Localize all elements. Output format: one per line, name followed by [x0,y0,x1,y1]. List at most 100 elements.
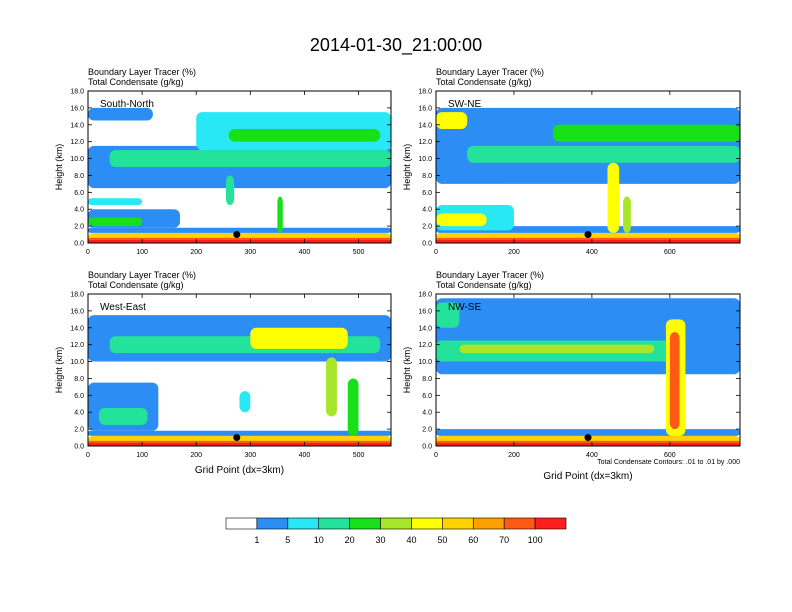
y-axis-label: Height (km) [54,144,64,191]
contour-note: Total Condensate Contours: .01 to .01 by… [597,459,740,466]
x-tick-label: 0 [86,249,90,256]
colorbar-cell [534,517,567,530]
y-axis-label: Height (km) [54,347,64,394]
tracer-cell [88,198,143,205]
y-tick-label: 2.0 [74,224,84,231]
y-tick-label: 16.0 [418,308,432,315]
tracer-cell [467,145,740,163]
x-tick-label: 200 [508,249,520,256]
x-tick-label: 400 [586,452,598,459]
tracer-cell [109,150,391,167]
surface-band [436,443,740,446]
surface-band [436,240,740,243]
y-tick-label: 4.0 [422,207,432,214]
y-tick-label: 6.0 [74,190,84,197]
panel-1: Boundary Layer Tracer (%)Total Condensat… [402,67,741,256]
y-tick-label: 12.0 [418,342,432,349]
tracer-cell [459,344,655,354]
panel-title-line1: Boundary Layer Tracer (%) [88,67,196,77]
y-tick-label: 0.0 [422,444,432,451]
colorbar-label: 100 [528,535,543,545]
colorbar-cell [442,517,474,530]
tracer-cell [98,408,148,425]
x-tick-label: 0 [434,249,438,256]
y-tick-label: 0.0 [74,444,84,451]
tracer-cell [607,162,620,233]
panel-title-line1: Boundary Layer Tracer (%) [88,270,196,280]
x-tick-label: 200 [508,452,520,459]
tracer-cell [88,430,391,436]
x-tick-label: 100 [136,452,148,459]
y-tick-label: 4.0 [74,207,84,214]
x-tick-label: 200 [190,452,202,459]
y-tick-label: 12.0 [418,139,432,146]
colorbar-label: 50 [437,535,447,545]
tracer-cell [277,196,283,233]
y-tick-label: 2.0 [422,427,432,434]
panel-2: Boundary Layer Tracer (%)Total Condensat… [54,270,392,476]
plot-frame [435,90,741,244]
tracer-cell [88,217,143,227]
colorbar-cell [380,517,412,530]
colorbar-cell [318,517,350,530]
tracer-cell [669,332,680,430]
y-tick-label: 4.0 [74,410,84,417]
tracer-cell [436,213,487,227]
panel-label: West-East [100,302,146,313]
y-tick-label: 0.0 [422,241,432,248]
y-tick-label: 14.0 [418,325,432,332]
y-tick-label: 18.0 [418,89,432,96]
panel-title-line2: Total Condensate (g/kg) [88,280,184,290]
y-tick-label: 10.0 [418,156,432,163]
colorbar-label: 10 [314,535,324,545]
tracer-cell [228,129,381,142]
y-tick-label: 12.0 [70,139,84,146]
location-marker [584,231,592,239]
x-tick-label: 500 [353,249,365,256]
colorbar-label: 70 [499,535,509,545]
y-tick-label: 18.0 [70,89,84,96]
x-tick-label: 400 [586,249,598,256]
y-tick-label: 8.0 [74,173,84,180]
panel-0: Boundary Layer Tracer (%)Total Condensat… [54,67,392,256]
x-tick-label: 300 [244,249,256,256]
plot-frame [435,293,741,447]
y-tick-label: 8.0 [422,376,432,383]
y-tick-label: 6.0 [422,190,432,197]
y-axis-label: Height (km) [402,347,412,394]
colorbar: 1 5 10 20 30 40 50 60 70 100 [225,517,567,545]
y-tick-label: 18.0 [418,292,432,299]
colorbar-cell [349,517,381,530]
y-tick-label: 18.0 [70,292,84,299]
y-tick-label: 10.0 [418,359,432,366]
tracer-cell [88,107,153,121]
colorbar-label: 5 [285,535,290,545]
surface-band [88,443,391,446]
y-tick-label: 14.0 [70,122,84,129]
plot-frame [87,90,392,244]
location-marker [233,434,241,442]
colorbar-label: 30 [376,535,386,545]
panel-title-line1: Boundary Layer Tracer (%) [436,67,544,77]
field [88,107,391,243]
panel-title-line2: Total Condensate (g/kg) [436,77,532,87]
figure-title: 2014-01-30_21:00:00 [310,35,482,56]
colorbar-label: 1 [254,535,259,545]
panel-label: SW-NE [448,99,481,110]
y-tick-label: 8.0 [74,376,84,383]
y-axis-label: Height (km) [402,144,412,191]
colorbar-label: 40 [406,535,416,545]
field [436,298,740,446]
tracer-cell [436,112,468,129]
tracer-cell [552,124,740,142]
x-tick-label: 400 [299,249,311,256]
panel-label: South-North [100,99,154,110]
y-tick-label: 2.0 [422,224,432,231]
surface-band [88,240,391,243]
colorbar-cell [287,517,320,530]
x-tick-label: 100 [136,249,148,256]
panel-title-line1: Boundary Layer Tracer (%) [436,270,544,280]
tracer-cell [88,227,391,233]
x-tick-label: 600 [664,249,676,256]
